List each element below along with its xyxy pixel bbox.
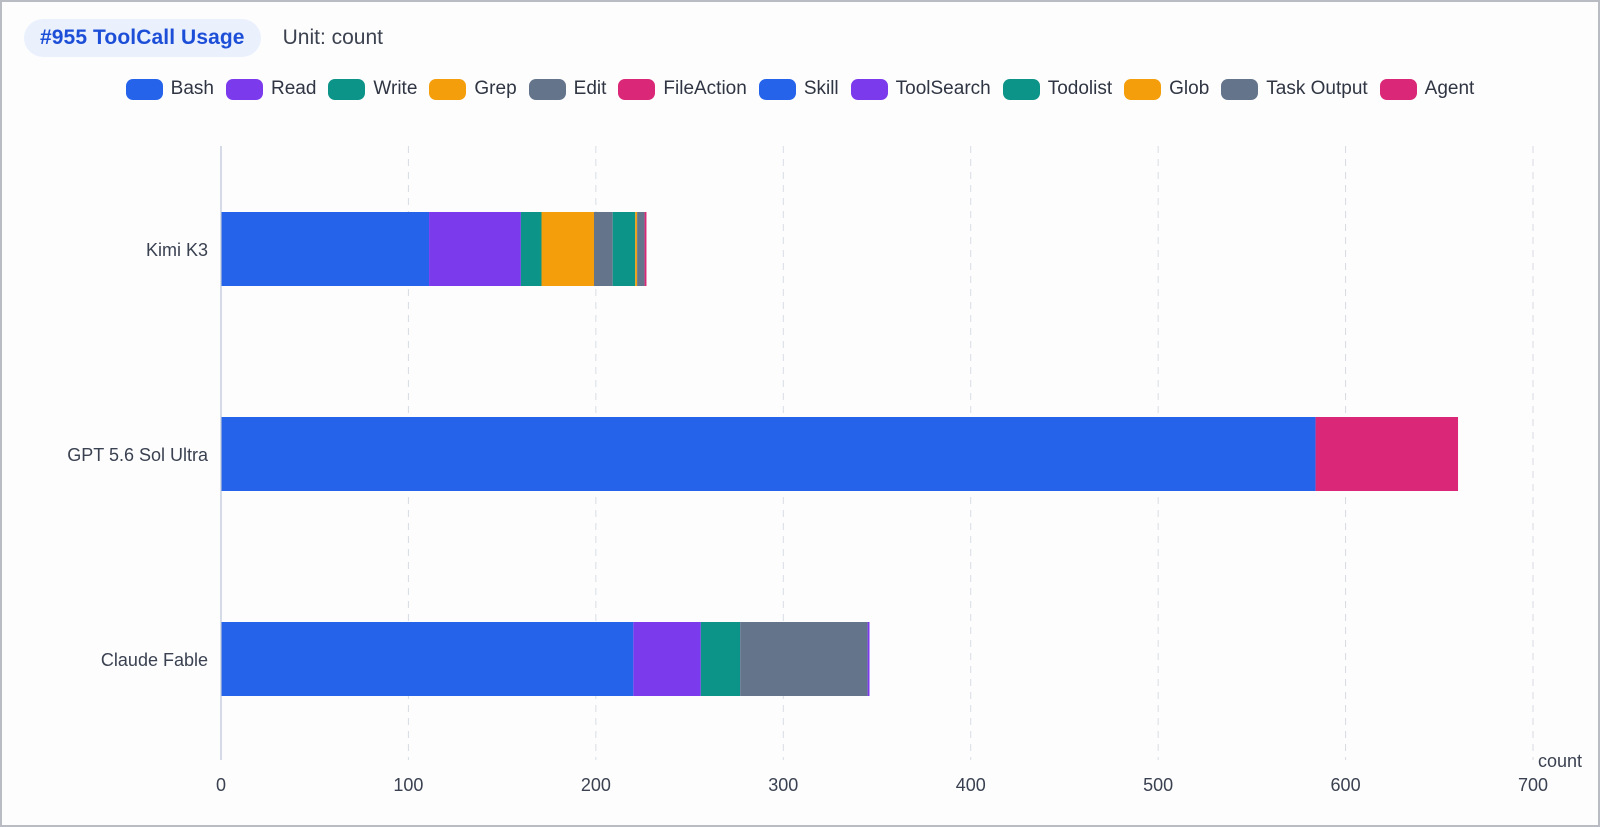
category-label: Kimi K3 — [146, 240, 208, 260]
legend-label: FileAction — [663, 78, 747, 99]
legend-label: Glob — [1169, 78, 1210, 99]
legend-item-edit[interactable]: Edit — [528, 78, 607, 100]
legend-label: Grep — [474, 78, 517, 99]
legend-item-bash[interactable]: Bash — [125, 78, 214, 100]
legend-label: Agent — [1424, 78, 1475, 99]
x-axis-label: count — [1538, 751, 1582, 771]
x-tick-label: 200 — [581, 775, 611, 795]
x-tick-label: 700 — [1518, 775, 1548, 795]
legend-label: Skill — [803, 78, 839, 99]
bar-segment-claude-fable-write — [700, 622, 741, 696]
unit-label: Unit: count — [282, 26, 383, 49]
legend-label: Read — [270, 78, 317, 99]
legend-item-toolsearch[interactable]: ToolSearch — [850, 78, 991, 100]
bar-segment-claude-fable-edit — [740, 622, 868, 696]
legend-swatch — [618, 78, 656, 100]
x-tick-label: 100 — [393, 775, 423, 795]
legend-item-task-output[interactable]: Task Output — [1221, 78, 1368, 100]
legend-swatch — [1002, 78, 1040, 100]
legend-item-todolist[interactable]: Todolist — [1002, 78, 1113, 100]
legend-swatch — [528, 78, 566, 100]
bar-segment-kimi-k3-read — [429, 212, 521, 286]
x-tick-label: 0 — [216, 775, 226, 795]
legend-item-write[interactable]: Write — [328, 78, 417, 100]
x-tick-label: 500 — [1143, 775, 1173, 795]
legend-swatch — [225, 78, 263, 100]
legend-label: Task Output — [1266, 78, 1368, 99]
bar-segment-kimi-k3-write — [520, 212, 542, 286]
chart-header: #955 ToolCall Usage Unit: count — [24, 19, 383, 57]
legend-item-grep[interactable]: Grep — [429, 78, 517, 100]
legend-label: ToolSearch — [895, 78, 991, 99]
category-label: Claude Fable — [101, 650, 208, 670]
bar-segment-kimi-k3-edit — [593, 212, 613, 286]
bar-segment-gpt-5-6-sol-ultra-bash — [221, 417, 1316, 491]
x-tick-label: 300 — [768, 775, 798, 795]
bar-segment-kimi-k3-grep — [541, 212, 594, 286]
bar-segment-claude-fable-toolsearch — [867, 622, 870, 696]
legend-label: Write — [373, 78, 418, 99]
legend-swatch — [125, 78, 163, 100]
x-tick-label: 600 — [1331, 775, 1361, 795]
legend-label: Edit — [573, 78, 607, 99]
legend-label: Bash — [170, 78, 214, 99]
bar-segment-claude-fable-bash — [221, 622, 634, 696]
legend-label: Todolist — [1047, 78, 1113, 99]
legend-item-skill[interactable]: Skill — [758, 78, 839, 100]
legend-swatch — [328, 78, 366, 100]
bar-segment-gpt-5-6-sol-ultra-agent — [1315, 417, 1459, 491]
legend-swatch — [758, 78, 796, 100]
legend-swatch — [1124, 78, 1162, 100]
legend-swatch — [429, 78, 467, 100]
x-tick-label: 400 — [956, 775, 986, 795]
legend-item-glob[interactable]: Glob — [1124, 78, 1209, 100]
bar-segment-kimi-k3-agent — [644, 212, 647, 286]
bar-segment-claude-fable-read — [633, 622, 701, 696]
legend-item-agent[interactable]: Agent — [1379, 78, 1475, 100]
legend-swatch — [850, 78, 888, 100]
category-label: GPT 5.6 Sol Ultra — [67, 445, 209, 465]
bar-segment-kimi-k3-todolist — [612, 212, 636, 286]
legend-item-read[interactable]: Read — [225, 78, 317, 100]
chart-title: #955 ToolCall Usage — [24, 19, 261, 57]
chart-legend: Bash Read Write Grep Edit FileAction Skill Tool… — [0, 78, 1600, 100]
legend-swatch — [1221, 78, 1259, 100]
bar-segment-kimi-k3-glob — [635, 212, 638, 286]
legend-item-fileaction[interactable]: FileAction — [618, 78, 747, 100]
legend-swatch — [1379, 78, 1417, 100]
bar-segment-kimi-k3-bash — [221, 212, 430, 286]
bar-segment-kimi-k3-task-output — [637, 212, 645, 286]
